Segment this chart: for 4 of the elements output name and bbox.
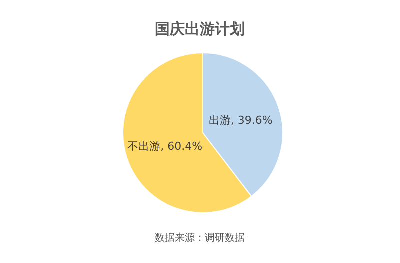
slice-label: 不出游, 60.4% [128, 140, 203, 153]
slice-label: 出游, 39.6% [208, 114, 273, 128]
chart-title: 国庆出游计划 [155, 20, 245, 38]
source-note: 数据来源：调研数据 [155, 232, 245, 244]
